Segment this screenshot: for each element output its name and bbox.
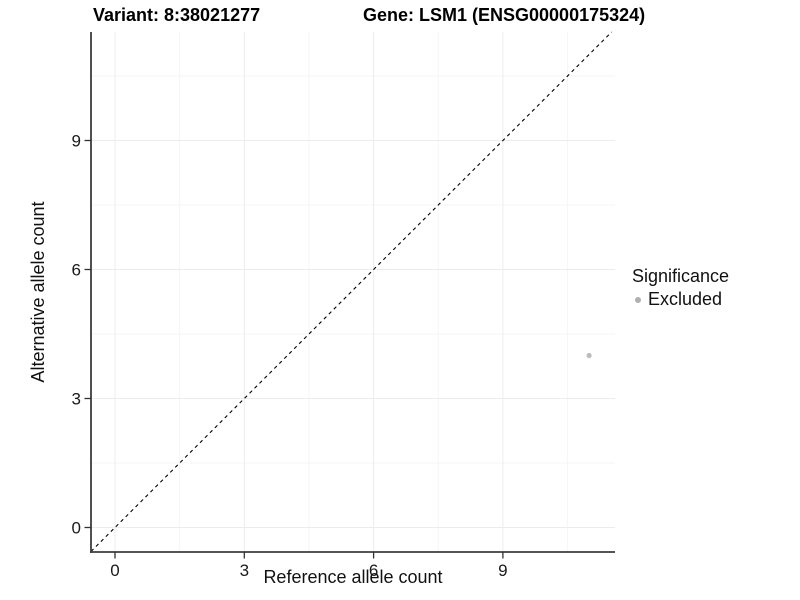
- data-points: [586, 352, 592, 359]
- y-tick-label: 0: [72, 519, 81, 538]
- axis-lines: [90, 32, 615, 553]
- tick-marks: [84, 139, 504, 559]
- legend-item-excluded: Excluded: [632, 289, 729, 310]
- y-tick-label: 3: [72, 390, 81, 409]
- x-axis-title: Reference allele count: [263, 567, 443, 587]
- legend-title: Significance: [632, 266, 730, 286]
- x-tick-label: 6: [369, 561, 378, 580]
- excluded-data-point: [586, 352, 592, 359]
- x-tick-label: 3: [240, 561, 249, 580]
- y-tick-label: 6: [72, 261, 81, 280]
- legend-item-label: Excluded: [648, 289, 723, 309]
- y-tick-label: 9: [72, 132, 81, 151]
- excluded-dot-icon: [635, 296, 641, 303]
- major-gridlines: [91, 32, 615, 552]
- tick-labels: 0 3 6 9 0 3 6 9: [72, 132, 508, 581]
- x-tick-label: 0: [110, 561, 119, 580]
- legend: Significance Excluded: [632, 266, 729, 310]
- identity-dashed-line: [90, 31, 613, 552]
- gene-title: Gene: LSM1 (ENSG00000175324): [363, 5, 646, 25]
- x-tick-label: 9: [498, 561, 507, 580]
- variant-title: Variant: 8:38021277: [93, 5, 261, 25]
- minor-gridlines: [91, 32, 615, 552]
